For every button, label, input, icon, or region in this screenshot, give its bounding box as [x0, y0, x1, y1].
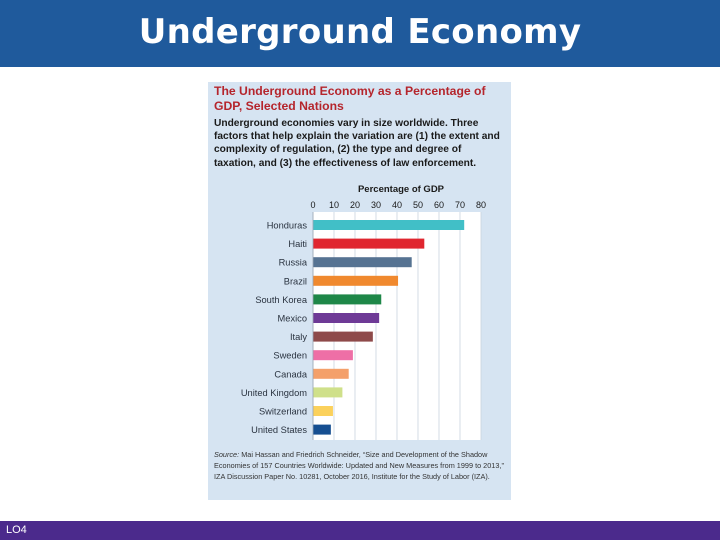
bar — [313, 368, 349, 379]
category-label: Honduras — [267, 221, 308, 231]
x-tick-label: 0 — [310, 200, 315, 210]
figure-description: Underground economies vary in size world… — [214, 118, 500, 169]
x-tick-label: 40 — [392, 200, 402, 210]
figure-source: Source: Mai Hassan and Friedrich Schneid… — [214, 450, 507, 482]
figure-panel: The Underground Economy as a Percentage … — [208, 82, 511, 500]
learning-objective-label: LO4 — [6, 524, 27, 536]
footer-bar: LO4 — [0, 521, 720, 540]
bar — [313, 350, 353, 361]
source-text: Mai Hassan and Friedrich Schneider, “Siz… — [214, 450, 504, 481]
source-label: Source: — [214, 450, 240, 459]
bar — [313, 220, 465, 230]
bar — [313, 331, 373, 342]
x-axis-title: Percentage of GDP — [358, 184, 445, 195]
bar — [313, 238, 425, 249]
slide-title: Underground Economy — [138, 12, 582, 52]
x-tick-label: 10 — [329, 200, 339, 210]
x-tick-label: 20 — [350, 200, 360, 210]
category-label: United States — [251, 425, 307, 435]
x-tick-label: 60 — [434, 200, 444, 210]
header-bar: Underground Economy — [0, 0, 720, 67]
x-tick-label: 50 — [413, 200, 423, 210]
category-label: Switzerland — [259, 407, 307, 417]
bar — [313, 257, 412, 268]
bar — [313, 294, 382, 305]
category-label: Mexico — [278, 314, 307, 324]
bar — [313, 313, 380, 323]
x-tick-label: 30 — [371, 200, 381, 210]
category-label: South Korea — [255, 295, 308, 305]
bar — [313, 275, 399, 286]
figure-title: The Underground Economy as a Percentage … — [214, 84, 486, 113]
category-label: Canada — [274, 369, 307, 379]
category-label: Russia — [279, 258, 308, 268]
bar — [313, 424, 331, 435]
x-tick-label: 80 — [476, 200, 486, 210]
x-tick-label: 70 — [455, 200, 465, 210]
bar-chart: Percentage of GDP 0 10 20 30 40 50 60 70 80 Hondur… — [241, 184, 486, 440]
category-label: Haiti — [288, 239, 307, 249]
bar — [313, 387, 343, 398]
bar — [313, 406, 333, 416]
category-label: United Kingdom — [241, 388, 307, 398]
category-label: Sweden — [273, 351, 307, 361]
category-label: Brazil — [284, 276, 307, 286]
category-label: Italy — [290, 332, 307, 342]
